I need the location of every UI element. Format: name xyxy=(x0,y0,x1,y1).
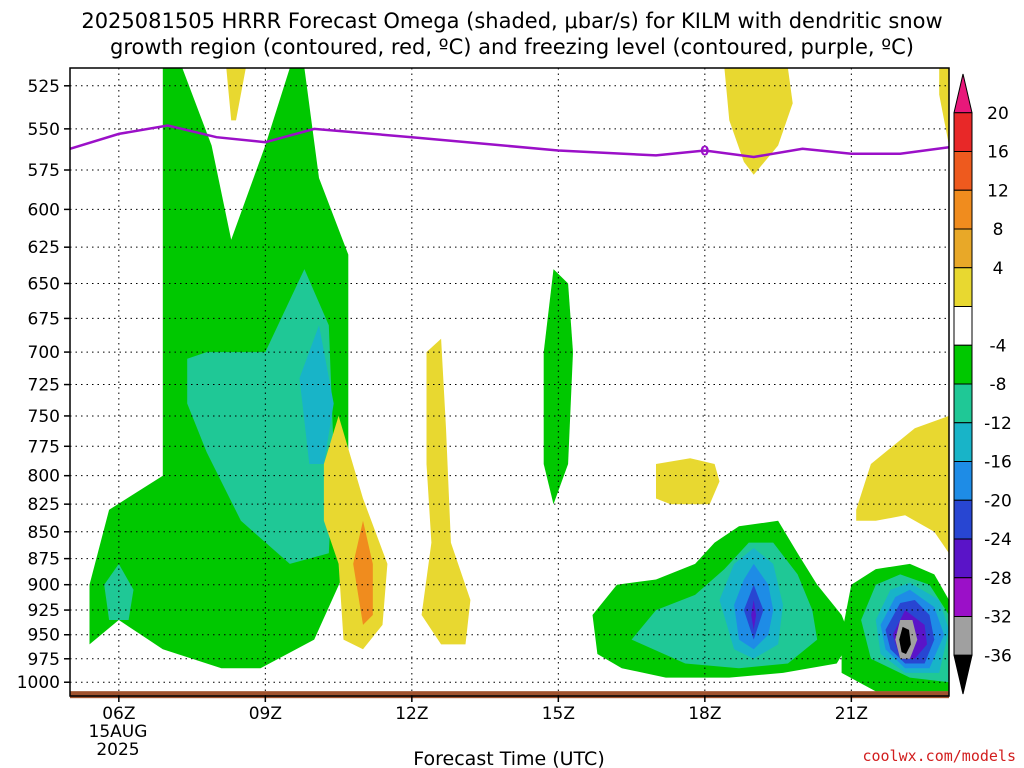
ground-layer xyxy=(70,691,949,699)
colorbar-swatch-13 xyxy=(953,577,973,617)
freezing-level-line xyxy=(69,124,950,159)
chart-title-line1: 2025081505 HRRR Forecast Omega (shaded, … xyxy=(81,9,942,33)
plot-frame xyxy=(69,67,950,697)
colorbar-swatch-3 xyxy=(953,189,973,230)
omega-region-8 xyxy=(421,338,471,645)
y-tick-label-950: 950 xyxy=(28,626,60,646)
colorbar-swatch-8 xyxy=(953,383,973,424)
colorbar-label-0: 20 xyxy=(987,104,1009,124)
omega-region-9 xyxy=(656,458,720,505)
colorbar-swatch-2 xyxy=(953,151,973,191)
x-tick-label-6: 06Z xyxy=(102,704,135,724)
x-tick-label-15: 15Z xyxy=(542,704,575,724)
colorbar-label-4: 4 xyxy=(993,259,1004,279)
colorbar-swatch-5 xyxy=(953,267,973,307)
colorbar-label-8: -16 xyxy=(984,453,1012,473)
colorbar-cap-top xyxy=(953,73,973,114)
y-tick-label-825: 825 xyxy=(28,495,60,515)
colorbar-cap-bottom xyxy=(953,654,973,695)
omega-region-7 xyxy=(353,520,373,625)
colorbar-swatch-7 xyxy=(953,344,973,385)
ground-strip xyxy=(70,691,949,699)
y-tick-label-575: 575 xyxy=(28,161,60,181)
y-tick-label-525: 525 xyxy=(28,77,60,97)
colorbar-swatch-6 xyxy=(953,306,973,346)
colorbar-swatch-12 xyxy=(953,538,973,579)
x-tick-label-12: 12Z xyxy=(395,704,428,724)
x-tick-label-21: 21Z xyxy=(835,704,868,724)
x-date-label: 15AUG xyxy=(89,722,148,742)
colorbar-label-1: 16 xyxy=(987,143,1009,163)
colorbar-label-9: -20 xyxy=(984,491,1012,511)
y-tick-label-1000: 1000 xyxy=(17,673,60,693)
omega-region-10 xyxy=(724,68,793,175)
colorbar-label-7: -12 xyxy=(984,414,1012,434)
y-tick-label-775: 775 xyxy=(28,437,60,457)
y-tick-label-600: 600 xyxy=(28,200,60,220)
x-axis-label: Forecast Time (UTC) xyxy=(413,748,604,768)
y-tick-label-850: 850 xyxy=(28,523,60,543)
y-tick-label-550: 550 xyxy=(28,120,60,140)
y-tick-label-800: 800 xyxy=(28,467,60,487)
credit-text: coolwx.com/models xyxy=(862,747,1016,765)
colorbar-label-10: -24 xyxy=(984,530,1012,550)
colorbar: 20 16 12 8 4 -4 -8 -12 -16 -20 -24 -28 -32 -36 xyxy=(953,73,1012,695)
y-tick-label-725: 725 xyxy=(28,376,60,396)
omega-region-1 xyxy=(187,269,334,564)
x-tick-label-18: 18Z xyxy=(688,704,721,724)
y-tick-label-650: 650 xyxy=(28,274,60,294)
omega-shaded-regions xyxy=(89,68,949,692)
y-tick-label-925: 925 xyxy=(28,601,60,621)
x-axis-ticks: 06Z 09Z 12Z 15Z 18Z 21Z xyxy=(102,696,868,724)
grid-lines xyxy=(70,68,949,696)
colorbar-label-5: -4 xyxy=(990,336,1007,356)
colorbar-label-6: -8 xyxy=(990,375,1007,395)
colorbar-swatch-10 xyxy=(953,461,973,501)
y-axis-ticks: 525 550 575 600 625 650 675 700 725 750 775 800 825 8… xyxy=(17,77,70,693)
omega-region-4 xyxy=(543,269,573,505)
y-tick-label-750: 750 xyxy=(28,407,60,427)
y-tick-label-900: 900 xyxy=(28,576,60,596)
omega-region-3 xyxy=(299,325,334,464)
y-tick-label-875: 875 xyxy=(28,550,60,570)
omega-region-6 xyxy=(323,415,388,650)
chart-title-line2: growth region (contoured, red, ºC) and f… xyxy=(110,35,914,59)
y-tick-label-975: 975 xyxy=(28,650,60,670)
omega-region-18 xyxy=(751,600,757,630)
freezing-level-contour: 0 xyxy=(69,124,950,159)
colorbar-swatch-9 xyxy=(953,422,973,462)
colorbar-swatch-1 xyxy=(953,112,973,152)
colorbar-label-13: -36 xyxy=(984,646,1012,666)
colorbar-label-2: 12 xyxy=(987,181,1009,201)
colorbar-swatch-4 xyxy=(953,228,973,269)
y-tick-label-700: 700 xyxy=(28,343,60,363)
x-year-label: 2025 xyxy=(96,740,139,760)
omega-region-26 xyxy=(899,626,911,654)
omega-region-12 xyxy=(856,415,949,554)
colorbar-label-3: 8 xyxy=(993,220,1004,240)
colorbar-swatch-14 xyxy=(953,616,973,656)
x-tick-label-9: 09Z xyxy=(249,704,282,724)
colorbar-label-12: -32 xyxy=(984,608,1012,628)
colorbar-label-11: -28 xyxy=(984,569,1012,589)
y-tick-label-625: 625 xyxy=(28,238,60,258)
colorbar-swatch-11 xyxy=(953,499,973,540)
omega-region-11 xyxy=(939,68,949,146)
omega-region-5 xyxy=(226,68,246,121)
freezing-level-zero-label: 0 xyxy=(700,144,709,159)
y-tick-label-675: 675 xyxy=(28,309,60,329)
